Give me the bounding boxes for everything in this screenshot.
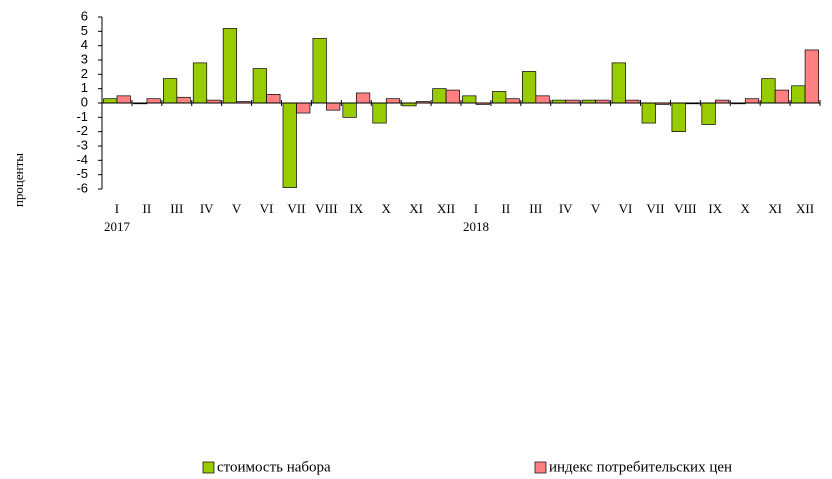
bar: [116, 95, 131, 104]
x-tick-label: IV: [200, 201, 214, 216]
x-tick-label: X: [741, 201, 751, 216]
y-tick-label: -3: [76, 137, 88, 152]
bar: [671, 102, 686, 133]
y-tick-label: -4: [76, 152, 88, 167]
bar: [611, 62, 626, 104]
x-tick-label: XI: [768, 201, 782, 216]
x-tick-label: V: [232, 201, 242, 216]
x-tick-label: II: [143, 201, 152, 216]
x-tick-label: XI: [409, 201, 423, 216]
bar: [701, 102, 716, 125]
bar: [641, 102, 656, 124]
bar: [252, 68, 267, 104]
bar: [432, 88, 447, 104]
x-tick-label: I: [474, 201, 478, 216]
bar: [312, 38, 327, 104]
bar: [282, 102, 297, 188]
bar: [326, 102, 341, 111]
bar: [103, 98, 118, 104]
legend-label: стоимость набора: [217, 459, 331, 475]
bar: [372, 102, 387, 124]
legend-swatch: [202, 461, 215, 474]
x-tick-label: VII: [646, 201, 664, 216]
bar: [445, 89, 460, 104]
bar: [462, 95, 477, 104]
y-tick-label: 5: [81, 23, 88, 38]
y-tick-label: 4: [81, 37, 88, 52]
x-tick-label: II: [502, 201, 511, 216]
x-tick-label: XII: [437, 201, 455, 216]
x-tick-label: VIII: [674, 201, 696, 216]
bar: [791, 85, 806, 104]
bar: [296, 102, 311, 114]
x-tick-label: IV: [559, 201, 573, 216]
x-tick-label: VII: [287, 201, 305, 216]
bar: [162, 78, 178, 104]
bar: [744, 98, 760, 104]
bar: [192, 62, 208, 104]
y-tick-label: 2: [81, 66, 88, 81]
y-tick-label: -1: [76, 109, 88, 124]
y-tick-label: 6: [81, 8, 88, 23]
x-tick-label: III: [170, 201, 183, 216]
bar: [492, 91, 507, 104]
legend-swatch: [534, 461, 547, 474]
bar: [774, 89, 790, 104]
y-tick-label: 1: [81, 80, 88, 95]
x-tick-label: VIII: [315, 201, 337, 216]
x-tick-label: VI: [619, 201, 633, 216]
bar: [505, 98, 520, 104]
bar: [355, 92, 371, 104]
legend-label: индекс потребительских цен: [549, 459, 732, 475]
y-axis-label: проценты: [11, 153, 26, 207]
x-tick-label: X: [382, 201, 392, 216]
bar: [342, 102, 357, 118]
x-tick-label: XII: [796, 201, 814, 216]
y-tick-label: -5: [76, 166, 88, 181]
x-tick-label: IX: [708, 201, 722, 216]
y-tick-label: -6: [76, 180, 88, 195]
year-label: 2018: [463, 219, 489, 234]
bar: [222, 28, 238, 104]
bar: [146, 98, 161, 104]
y-tick-label: 3: [81, 51, 88, 66]
bar: [761, 78, 776, 104]
bar: [385, 98, 401, 104]
bar: [804, 49, 819, 104]
bar: [266, 94, 281, 104]
x-tick-label: V: [591, 201, 601, 216]
y-tick-label: -2: [76, 123, 88, 138]
x-tick-label: VI: [260, 201, 274, 216]
x-tick-label: III: [529, 201, 542, 216]
x-tick-label: I: [115, 201, 119, 216]
year-label: 2017: [104, 219, 131, 234]
y-tick-label: 0: [81, 94, 88, 109]
x-tick-label: IX: [349, 201, 363, 216]
bar: [535, 95, 550, 104]
bar: [521, 71, 537, 104]
bar: [176, 96, 191, 104]
